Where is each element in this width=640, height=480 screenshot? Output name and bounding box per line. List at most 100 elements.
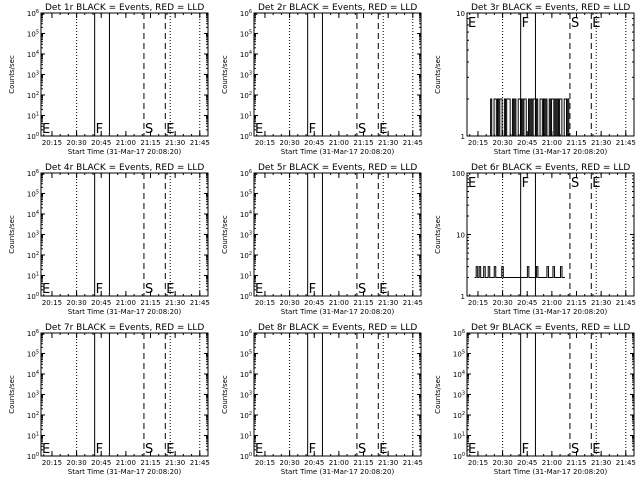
x-tick-label: 20:45 (304, 299, 324, 307)
plot-frame (253, 332, 422, 457)
y-tick-label: 102 (240, 251, 252, 260)
plot-frame (253, 172, 422, 297)
y-tick-label: 101 (27, 432, 39, 441)
y-tick-label: 104 (240, 210, 252, 219)
plot-frame (466, 332, 635, 457)
y-tick-label: 106 (240, 329, 252, 338)
y-tick-label: 102 (27, 251, 39, 260)
y-tick-label: 102 (27, 411, 39, 420)
chart-title: Det 2r BLACK = Events, RED = LLD (258, 3, 417, 13)
x-tick-label: 20:45 (517, 299, 537, 307)
x-tick-label: 21:30 (591, 139, 611, 147)
chart-panel-5: Det 5r BLACK = Events, RED = LLD 100 101 10… (221, 163, 423, 316)
x-axis-label: Start Time (31-Mar-17 20:08:20) (281, 468, 395, 476)
marker-label: E (468, 176, 476, 191)
x-tick-label: 20:45 (304, 139, 324, 147)
y-tick-label: 10 (456, 232, 465, 240)
marker-label: F (309, 282, 316, 297)
x-tick-label: 21:30 (591, 459, 611, 467)
plot-frame (40, 332, 209, 457)
marker-label: F (96, 442, 103, 457)
x-tick-label: 20:15 (255, 459, 275, 467)
series-line (489, 98, 570, 137)
x-tick-label: 21:30 (378, 299, 398, 307)
chart-title: Det 3r BLACK = Events, RED = LLD (471, 3, 630, 13)
x-tick-label: 21:00 (542, 459, 562, 467)
chart-panel-7: Det 7r BLACK = Events, RED = LLD 100 101 10… (8, 323, 210, 476)
x-tick-label: 21:00 (116, 139, 136, 147)
x-tick-label: 21:00 (329, 459, 349, 467)
x-tick-label: 20:45 (91, 139, 111, 147)
y-tick-label: 103 (453, 391, 465, 400)
marker-label: E (42, 442, 50, 457)
x-tick-label: 21:00 (329, 299, 349, 307)
x-tick-label: 21:15 (353, 299, 373, 307)
y-axis-label: Counts/sec (8, 215, 16, 254)
y-tick-label: 105 (453, 350, 465, 359)
x-tick-label: 21:45 (616, 299, 636, 307)
y-tick-label: 105 (240, 350, 252, 359)
x-tick-label: 20:15 (255, 139, 275, 147)
x-axis-label: Start Time (31-Mar-17 20:08:20) (281, 308, 395, 316)
marker-label: E (255, 122, 263, 137)
marker-label: E (42, 122, 50, 137)
marker-label: S (571, 176, 579, 191)
chart-title: Det 1r BLACK = Events, RED = LLD (45, 3, 204, 13)
x-tick-label: 21:15 (353, 459, 373, 467)
x-tick-label: 21:45 (190, 139, 210, 147)
y-tick-label: 106 (453, 329, 465, 338)
marker-label: F (309, 122, 316, 137)
x-tick-label: 20:30 (279, 139, 299, 147)
marker-label: S (358, 442, 366, 457)
x-tick-label: 21:30 (378, 139, 398, 147)
marker-label: E (166, 282, 174, 297)
y-axis-label: Counts/sec (434, 375, 442, 414)
y-tick-label: 105 (27, 350, 39, 359)
x-tick-label: 21:15 (566, 299, 586, 307)
x-axis-label: Start Time (31-Mar-17 20:08:20) (68, 308, 182, 316)
marker-label: S (145, 122, 153, 137)
y-tick-label: 106 (27, 329, 39, 338)
x-tick-label: 21:00 (116, 299, 136, 307)
x-tick-label: 21:00 (116, 459, 136, 467)
x-axis-label: Start Time (31-Mar-17 20:08:20) (68, 148, 182, 156)
marker-label: E (592, 442, 600, 457)
y-tick-label: 102 (240, 411, 252, 420)
marker-label: E (255, 282, 263, 297)
marker-label: E (255, 442, 263, 457)
x-tick-label: 21:30 (165, 139, 185, 147)
x-tick-label: 20:30 (492, 299, 512, 307)
plot-frame (40, 172, 209, 297)
x-tick-label: 21:45 (190, 299, 210, 307)
x-tick-label: 21:15 (140, 139, 160, 147)
x-tick-label: 20:30 (66, 139, 86, 147)
chart-title: Det 4r BLACK = Events, RED = LLD (45, 163, 204, 173)
y-tick-label: 100 (240, 292, 252, 301)
x-tick-label: 20:45 (517, 139, 537, 147)
y-tick-label: 102 (453, 411, 465, 420)
y-tick-label: 104 (453, 370, 465, 379)
x-tick-label: 21:45 (616, 139, 636, 147)
x-tick-label: 20:30 (279, 299, 299, 307)
y-tick-label: 106 (27, 169, 39, 178)
y-tick-label: 103 (240, 71, 252, 80)
marker-label: F (96, 282, 103, 297)
x-tick-label: 21:30 (378, 459, 398, 467)
chart-panel-1: Det 1r BLACK = Events, RED = LLD 100 101 10… (8, 3, 210, 156)
marker-label: E (166, 442, 174, 457)
y-tick-label: 101 (240, 432, 252, 441)
y-tick-label: 105 (27, 190, 39, 199)
series-line (474, 266, 566, 278)
x-tick-label: 20:15 (255, 299, 275, 307)
x-tick-label: 20:45 (91, 459, 111, 467)
x-tick-label: 20:15 (468, 299, 488, 307)
y-tick-label: 101 (240, 272, 252, 281)
plot-frame (40, 12, 209, 137)
marker-label: S (145, 442, 153, 457)
x-tick-label: 20:45 (304, 459, 324, 467)
x-tick-label: 21:15 (566, 459, 586, 467)
x-tick-label: 20:15 (42, 459, 62, 467)
marker-label: E (42, 282, 50, 297)
x-axis-label: Start Time (31-Mar-17 20:08:20) (494, 308, 608, 316)
y-tick-label: 100 (453, 452, 465, 461)
